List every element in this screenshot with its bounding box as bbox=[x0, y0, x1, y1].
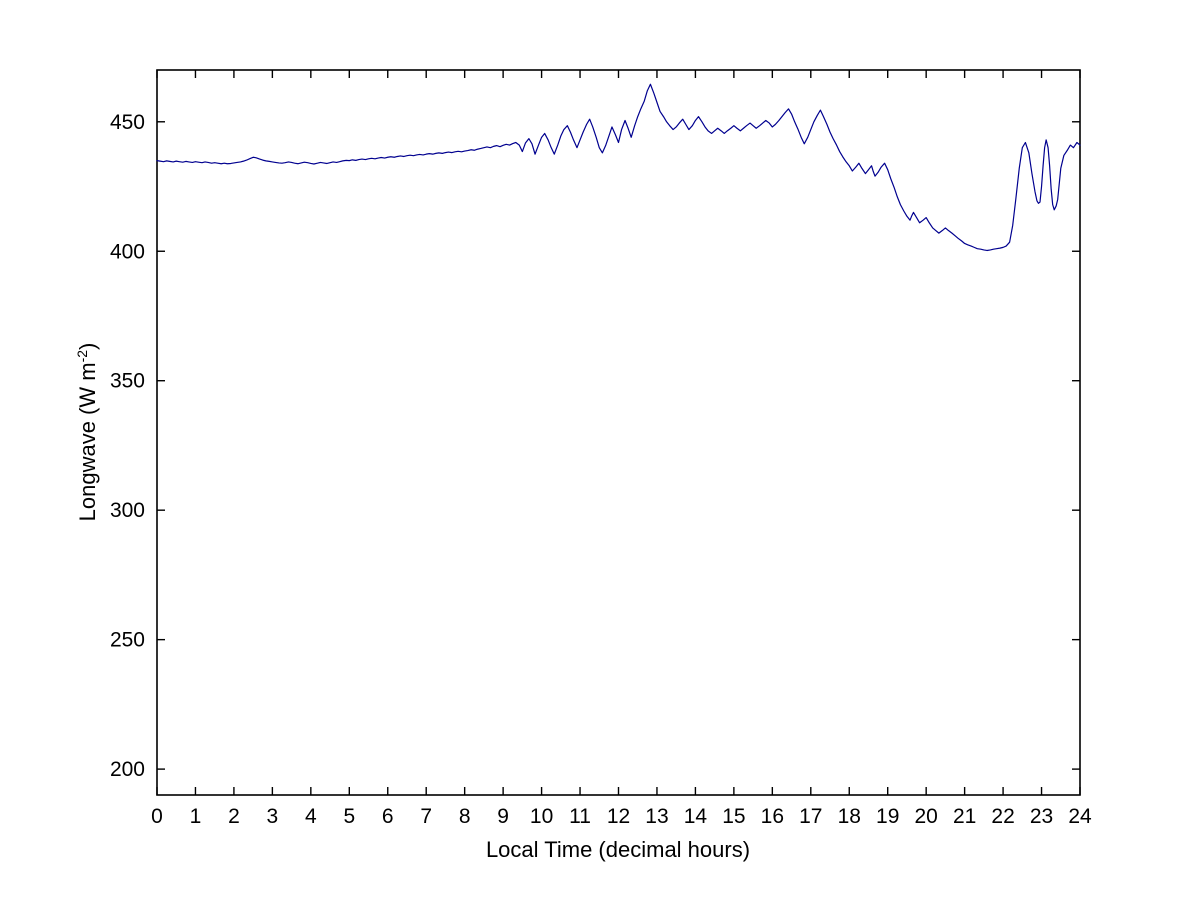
y-axis-ticks bbox=[157, 121, 1080, 770]
x-tick-label-20: 20 bbox=[914, 805, 937, 828]
x-tick-label-19: 19 bbox=[876, 805, 899, 828]
y-tick-label-250: 250 bbox=[110, 629, 145, 652]
x-tick-label-7: 7 bbox=[420, 805, 432, 828]
y-tick-label-450: 450 bbox=[110, 111, 145, 134]
x-tick-label-16: 16 bbox=[761, 805, 784, 828]
x-tick-label-24: 24 bbox=[1068, 805, 1092, 828]
y-axis-title-base: Longwave (W m bbox=[75, 362, 100, 521]
x-tick-label-2: 2 bbox=[228, 805, 240, 828]
x-tick-label-13: 13 bbox=[645, 805, 668, 828]
x-tick-label-0: 0 bbox=[151, 805, 163, 828]
x-axis-title: Local Time (decimal hours) bbox=[486, 837, 750, 862]
x-tick-label-10: 10 bbox=[530, 805, 553, 828]
x-tick-label-21: 21 bbox=[953, 805, 976, 828]
x-tick-label-15: 15 bbox=[722, 805, 745, 828]
y-axis-title-superscript: -2 bbox=[74, 350, 90, 363]
y-tick-label-350: 350 bbox=[110, 370, 145, 393]
x-tick-label-18: 18 bbox=[838, 805, 861, 828]
x-tick-label-22: 22 bbox=[991, 805, 1014, 828]
y-tick-label-400: 400 bbox=[110, 240, 145, 263]
x-tick-label-23: 23 bbox=[1030, 805, 1053, 828]
x-tick-label-9: 9 bbox=[497, 805, 509, 828]
y-axis-title-tail: ) bbox=[75, 343, 100, 350]
x-tick-label-17: 17 bbox=[799, 805, 822, 828]
x-tick-label-6: 6 bbox=[382, 805, 394, 828]
x-tick-label-5: 5 bbox=[343, 805, 355, 828]
x-tick-label-12: 12 bbox=[607, 805, 630, 828]
x-tick-label-8: 8 bbox=[459, 805, 471, 828]
x-tick-label-14: 14 bbox=[684, 805, 708, 828]
plot-frame bbox=[156, 69, 1081, 796]
data-line-longwave bbox=[156, 83, 1081, 252]
svg-text:Longwave (W m-2): Longwave (W m-2) bbox=[74, 343, 100, 522]
y-axis-title: Longwave (W m-2) bbox=[74, 343, 100, 522]
y-axis-tick-labels: 200 250 300 350 400 450 bbox=[110, 111, 145, 781]
x-axis-ticks bbox=[156, 70, 1081, 795]
x-tick-label-11: 11 bbox=[569, 805, 591, 828]
y-tick-label-300: 300 bbox=[110, 499, 145, 522]
x-tick-label-3: 3 bbox=[267, 805, 279, 828]
x-tick-label-1: 1 bbox=[190, 805, 202, 828]
y-tick-label-200: 200 bbox=[110, 758, 145, 781]
data-series-group bbox=[156, 83, 1081, 252]
x-axis-tick-labels: 0 1 2 3 4 5 6 7 8 9 10 11 12 13 14 15 16 17 18 19 20 21 22 23 24 bbox=[151, 805, 1092, 828]
x-tick-label-4: 4 bbox=[305, 805, 317, 828]
